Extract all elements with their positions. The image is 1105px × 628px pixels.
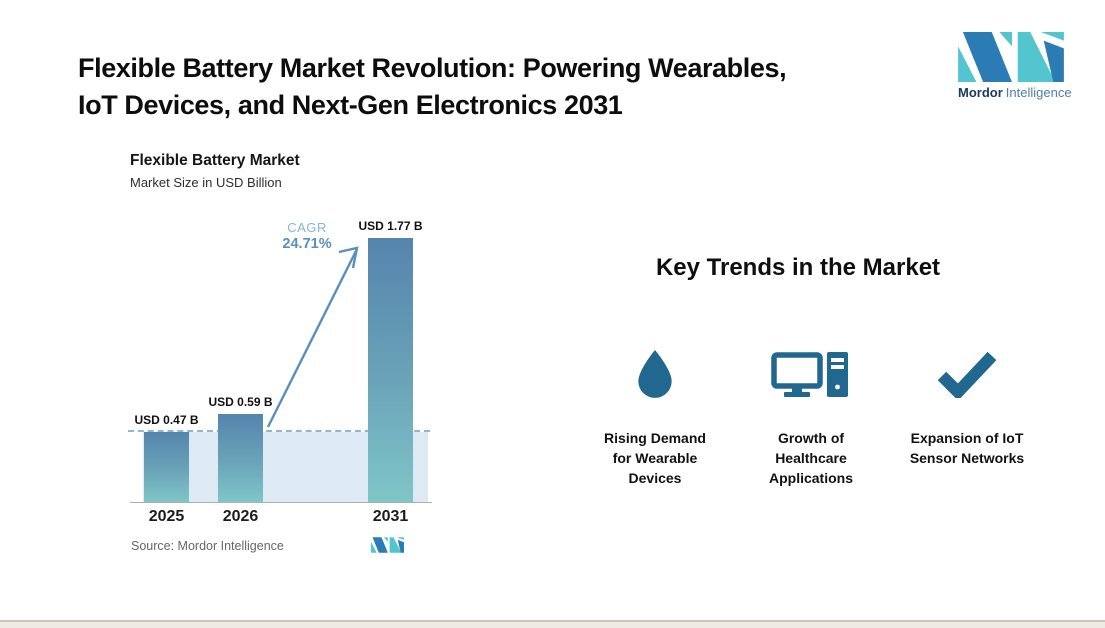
bar-value-label-2026: USD 0.59 B xyxy=(208,395,273,409)
chart-source-row: Source: Mordor Intelligence xyxy=(131,537,433,553)
cagr-value: 24.71% xyxy=(282,236,332,252)
cagr-label: CAGR xyxy=(287,220,327,235)
mordor-intelligence-logo-icon xyxy=(958,32,1064,82)
bar-2025 xyxy=(144,432,189,502)
trend-label-iot: Expansion of IoT Sensor Networks xyxy=(909,430,1025,466)
trend-item-wearables: Rising Demand for Wearable Devices xyxy=(580,350,730,488)
chart-subtitle: Market Size in USD Billion xyxy=(130,175,282,190)
brand-name-light: Intelligence xyxy=(1005,85,1072,100)
brand-name: Mordor Intelligence xyxy=(958,85,1072,100)
page-title-line2: IoT Devices, and Next-Gen Electronics 20… xyxy=(78,90,623,120)
x-axis-label-2025: 2025 xyxy=(148,508,185,525)
cagr-annotation: CAGR 24.71% xyxy=(267,220,347,252)
reference-dashed-line xyxy=(128,430,430,432)
trend-label-healthcare: Growth of Healthcare Applications xyxy=(768,430,853,486)
brand-logo: Mordor Intelligence xyxy=(958,32,1072,100)
page-title: Flexible Battery Market Revolution: Powe… xyxy=(78,50,787,124)
page-title-line1: Flexible Battery Market Revolution: Powe… xyxy=(78,53,787,83)
bar-value-label-2031: USD 1.77 B xyxy=(358,219,423,233)
bar-2031 xyxy=(368,238,413,502)
brand-name-bold: Mordor xyxy=(958,85,1003,100)
trends-row: Rising Demand for Wearable Devices Growt… xyxy=(580,350,1042,488)
bar-value-label-2025: USD 0.47 B xyxy=(134,413,199,427)
bottom-strip xyxy=(0,622,1105,628)
bar-chart-plot: USD 0.47 B USD 0.59 B USD 1.77 B CAGR 24.7… xyxy=(128,215,432,525)
bottom-divider xyxy=(0,620,1105,622)
chart-source-text: Source: Mordor Intelligence xyxy=(131,539,284,553)
cagr-growth-arrow-icon xyxy=(266,246,359,428)
x-axis-label-2026: 2026 xyxy=(222,508,259,525)
trends-heading: Key Trends in the Market xyxy=(655,254,941,281)
desktop-computer-icon xyxy=(771,352,848,397)
trend-label-wearables: Rising Demand for Wearable Devices xyxy=(604,430,706,486)
trend-item-iot: Expansion of IoT Sensor Networks xyxy=(892,350,1042,488)
x-axis-label-2031: 2031 xyxy=(372,508,409,525)
checkmark-icon xyxy=(937,352,997,398)
bar-2026 xyxy=(218,414,263,502)
chart-title: Flexible Battery Market xyxy=(130,152,300,169)
water-drop-icon xyxy=(638,350,672,398)
trend-item-healthcare: Growth of Healthcare Applications xyxy=(736,350,886,488)
mordor-intelligence-logo-small-icon xyxy=(371,537,404,553)
